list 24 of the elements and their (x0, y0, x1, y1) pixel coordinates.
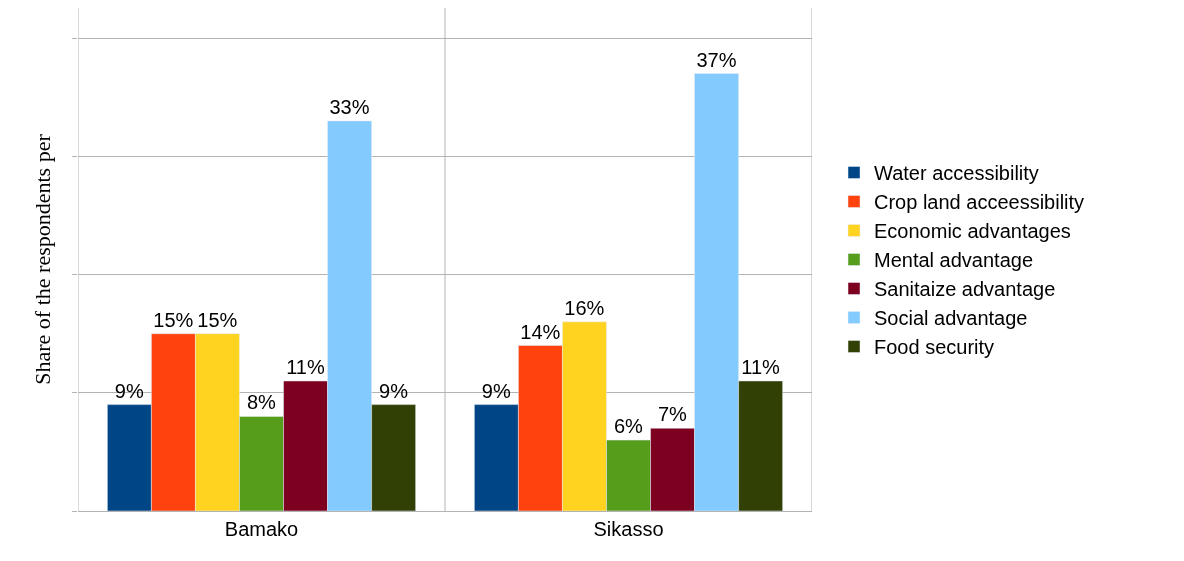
data-label: 15% (197, 308, 238, 331)
legend-label: Social advantage (874, 307, 1028, 330)
data-label: 11% (286, 355, 325, 378)
x-tick-label: Sikasso (593, 518, 664, 540)
data-label: 14% (520, 320, 561, 343)
data-label: 9% (379, 379, 409, 402)
y-axis-title: Share of the respondents per (29, 133, 55, 385)
legend-label: Food security (874, 336, 995, 359)
data-label: 16% (564, 296, 605, 319)
data-label: 33% (329, 95, 370, 118)
legend-label: Crop land acceessibility (874, 191, 1085, 214)
data-label: 9% (481, 379, 511, 402)
data-label: 8% (246, 391, 277, 414)
data-label: 9% (114, 379, 144, 402)
legend-label: Mental advantage (874, 249, 1034, 272)
data-label: 15% (153, 308, 194, 331)
data-label: 7% (657, 403, 688, 426)
x-tick-label: Bamako (224, 518, 299, 540)
legend-label: Sanitaize advantage (874, 278, 1056, 301)
legend-label: Water accessibility (874, 162, 1039, 185)
data-label: 6% (613, 415, 644, 438)
data-label: 11% (741, 355, 780, 378)
data-label: 37% (696, 48, 737, 71)
legend-label: Economic advantages (874, 220, 1071, 243)
